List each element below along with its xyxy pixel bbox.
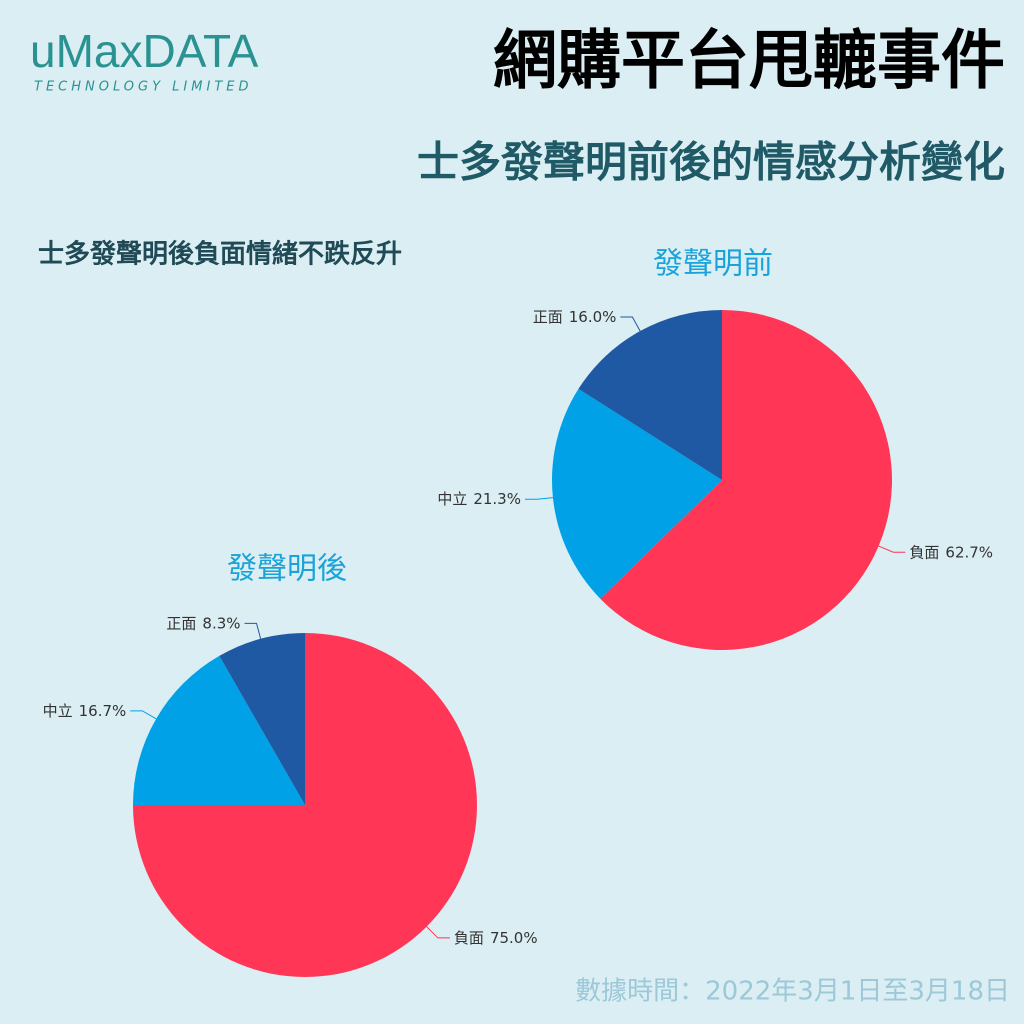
pie-slice — [578, 310, 722, 480]
slice-value: 75.0% — [490, 928, 538, 946]
slice-label: 負面 62.7% — [909, 543, 993, 561]
pie-slice — [600, 310, 892, 650]
slice-category: 負面 — [454, 928, 484, 946]
slice-category: 中立 — [43, 701, 73, 719]
leader-line — [426, 926, 450, 939]
title: 網購平台甩轆事件 — [493, 25, 1005, 99]
leader-line — [524, 497, 553, 500]
pie-title: 發聲明後 — [227, 552, 347, 587]
leader-line — [878, 545, 906, 553]
slice-label: 正面 16.0% — [533, 308, 617, 326]
pie-title: 發聲明前 — [653, 247, 773, 282]
pie-slice — [551, 388, 722, 599]
slice-label: 負面 75.0% — [454, 928, 538, 946]
caption: 士多發聲明後負面情緒不跌反升 — [38, 239, 402, 270]
slice-value: 16.0% — [569, 308, 617, 326]
leader-line — [244, 622, 262, 639]
slice-category: 正面 — [166, 614, 196, 632]
logo-tagline: TECHNOLOGY LIMITED — [34, 80, 252, 95]
slice-label: 正面 8.3% — [166, 614, 240, 632]
slice-label: 中立 21.3% — [437, 490, 521, 508]
subtitle: 士多發聲明前後的情感分析變化 — [417, 138, 1005, 187]
pie-slice — [133, 655, 305, 805]
leader-line — [620, 316, 641, 332]
slice-value: 8.3% — [202, 614, 240, 632]
footer: 數據時間：2022年3月1日至3月18日 — [575, 977, 1010, 1007]
slice-category: 負面 — [909, 543, 939, 561]
slice-category: 正面 — [533, 308, 563, 326]
logo-name: uMaxDATA — [30, 25, 259, 77]
slice-category: 中立 — [437, 490, 467, 508]
slice-value: 16.7% — [79, 701, 127, 719]
slice-value: 21.3% — [473, 490, 521, 508]
slice-label: 中立 16.7% — [43, 701, 127, 719]
leader-line — [130, 710, 157, 720]
slice-value: 62.7% — [945, 543, 993, 561]
pie-slice — [219, 633, 305, 805]
